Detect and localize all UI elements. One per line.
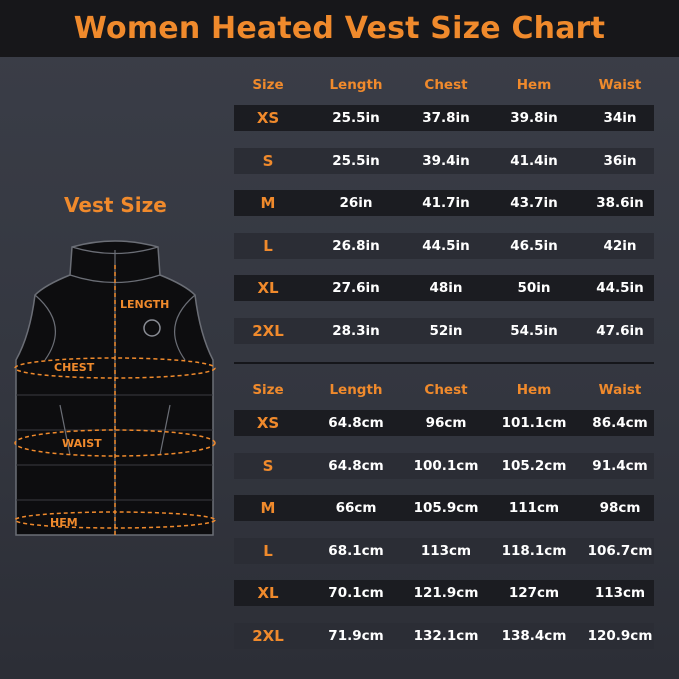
header-size: Size [252, 77, 284, 93]
header-hem: Hem [516, 77, 552, 93]
cell-size: S [262, 151, 274, 170]
length-label: LENGTH [120, 298, 169, 311]
table-row: XS 64.8cm 96cm 101.1cm 86.4cm [234, 410, 654, 436]
cell-hem: 138.4cm [501, 628, 567, 644]
cell-hem: 101.1cm [501, 415, 567, 431]
cell-size: L [263, 541, 273, 560]
cell-length: 64.8cm [328, 415, 384, 431]
cell-chest: 105.9cm [413, 500, 479, 517]
cell-hem: 43.7in [510, 195, 558, 212]
cell-chest: 113cm [420, 542, 472, 559]
power-button-icon [143, 319, 161, 337]
table-header: Size Length Chest Hem Waist [234, 380, 654, 400]
cell-size: S [262, 456, 274, 475]
cell-length: 26in [339, 195, 373, 212]
vest-size-label: Vest Size [64, 193, 167, 217]
cell-size: L [263, 236, 273, 255]
cell-waist: 106.7cm [587, 542, 653, 559]
hem-label: HEM [50, 516, 78, 529]
cell-chest: 132.1cm [413, 628, 479, 644]
table-row: M 26in 41.7in 43.7in 38.6in [234, 190, 654, 217]
page-title: Women Heated Vest Size Chart [73, 11, 606, 46]
header-waist: Waist [598, 382, 642, 398]
cell-size: XL [257, 584, 279, 603]
vest-diagram: LENGTH CHEST WAIST HEM [14, 240, 216, 536]
table-row: 2XL 28.3in 52in 54.5in 47.6in [234, 318, 654, 344]
table-row: 2XL 71.9cm 132.1cm 138.4cm 120.9cm [234, 623, 654, 649]
table-header: Size Length Chest Hem Waist [234, 75, 654, 95]
header-length: Length [329, 382, 383, 398]
header-chest: Chest [424, 382, 468, 398]
title-bar: Women Heated Vest Size Chart [0, 0, 679, 57]
cell-waist: 44.5in [596, 280, 644, 297]
cell-chest: 96cm [425, 415, 467, 431]
cell-length: 25.5in [332, 152, 380, 169]
cell-size: 2XL [252, 322, 284, 340]
cell-length: 25.5in [332, 110, 380, 126]
cell-waist: 36in [603, 152, 637, 169]
cell-chest: 48in [429, 280, 463, 297]
waist-label: WAIST [62, 437, 102, 450]
cell-size: XS [256, 109, 280, 127]
cell-length: 66cm [335, 500, 377, 517]
cell-hem: 105.2cm [501, 457, 567, 474]
waist-measure-ellipse [14, 429, 216, 457]
table-row: XL 27.6in 48in 50in 44.5in [234, 275, 654, 302]
cell-hem: 118.1cm [501, 542, 567, 559]
inch-size-table: Size Length Chest Hem Waist XS 25.5in 37.8in 39.… [234, 75, 654, 344]
header-length: Length [329, 77, 383, 93]
header-size: Size [252, 382, 284, 398]
cell-hem: 127cm [508, 585, 560, 602]
cell-hem: 111cm [508, 500, 560, 517]
table-row: S 25.5in 39.4in 41.4in 36in [234, 147, 654, 174]
cell-chest: 44.5in [422, 237, 470, 254]
header-chest: Chest [424, 77, 468, 93]
table-row: S 64.8cm 100.1cm 105.2cm 91.4cm [234, 452, 654, 479]
cell-waist: 98cm [599, 500, 641, 517]
cell-waist: 91.4cm [592, 457, 648, 474]
cm-size-table: Size Length Chest Hem Waist XS 64.8cm 96cm 101.1… [234, 380, 654, 649]
cell-length: 68.1cm [328, 542, 384, 559]
cell-length: 70.1cm [328, 585, 384, 602]
cell-hem: 41.4in [510, 152, 558, 169]
cell-waist: 113cm [594, 585, 646, 602]
header-waist: Waist [598, 77, 642, 93]
cell-chest: 37.8in [422, 110, 470, 126]
cell-waist: 120.9cm [587, 628, 653, 644]
cell-hem: 50in [517, 280, 551, 297]
cell-waist: 42in [603, 237, 637, 254]
cell-chest: 52in [429, 323, 463, 339]
cell-waist: 38.6in [596, 195, 644, 212]
cell-length: 27.6in [332, 280, 380, 297]
table-row: L 68.1cm 113cm 118.1cm 106.7cm [234, 537, 654, 564]
cell-length: 28.3in [332, 323, 380, 339]
cell-chest: 121.9cm [413, 585, 479, 602]
chest-label: CHEST [54, 361, 95, 374]
table-divider [234, 362, 654, 364]
table-row: XL 70.1cm 121.9cm 127cm 113cm [234, 580, 654, 607]
cell-size: M [260, 499, 276, 518]
cell-hem: 46.5in [510, 237, 558, 254]
table-row: M 66cm 105.9cm 111cm 98cm [234, 495, 654, 522]
cell-hem: 54.5in [510, 323, 558, 339]
hem-measure-ellipse [14, 511, 216, 529]
chest-measure-ellipse [14, 357, 216, 379]
cell-size: 2XL [252, 627, 284, 645]
cell-length: 26.8in [332, 237, 380, 254]
cell-hem: 39.8in [510, 110, 558, 126]
header-hem: Hem [516, 382, 552, 398]
cell-chest: 100.1cm [413, 457, 479, 474]
table-row: XS 25.5in 37.8in 39.8in 34in [234, 105, 654, 131]
cell-length: 71.9cm [328, 628, 384, 644]
cell-waist: 86.4cm [592, 415, 648, 431]
cell-size: XL [257, 279, 279, 298]
cell-chest: 41.7in [422, 195, 470, 212]
cell-waist: 34in [603, 110, 637, 126]
table-row: L 26.8in 44.5in 46.5in 42in [234, 232, 654, 259]
cell-waist: 47.6in [596, 323, 644, 339]
cell-chest: 39.4in [422, 152, 470, 169]
cell-size: XS [256, 414, 280, 432]
cell-size: M [260, 194, 276, 213]
cell-length: 64.8cm [328, 457, 384, 474]
